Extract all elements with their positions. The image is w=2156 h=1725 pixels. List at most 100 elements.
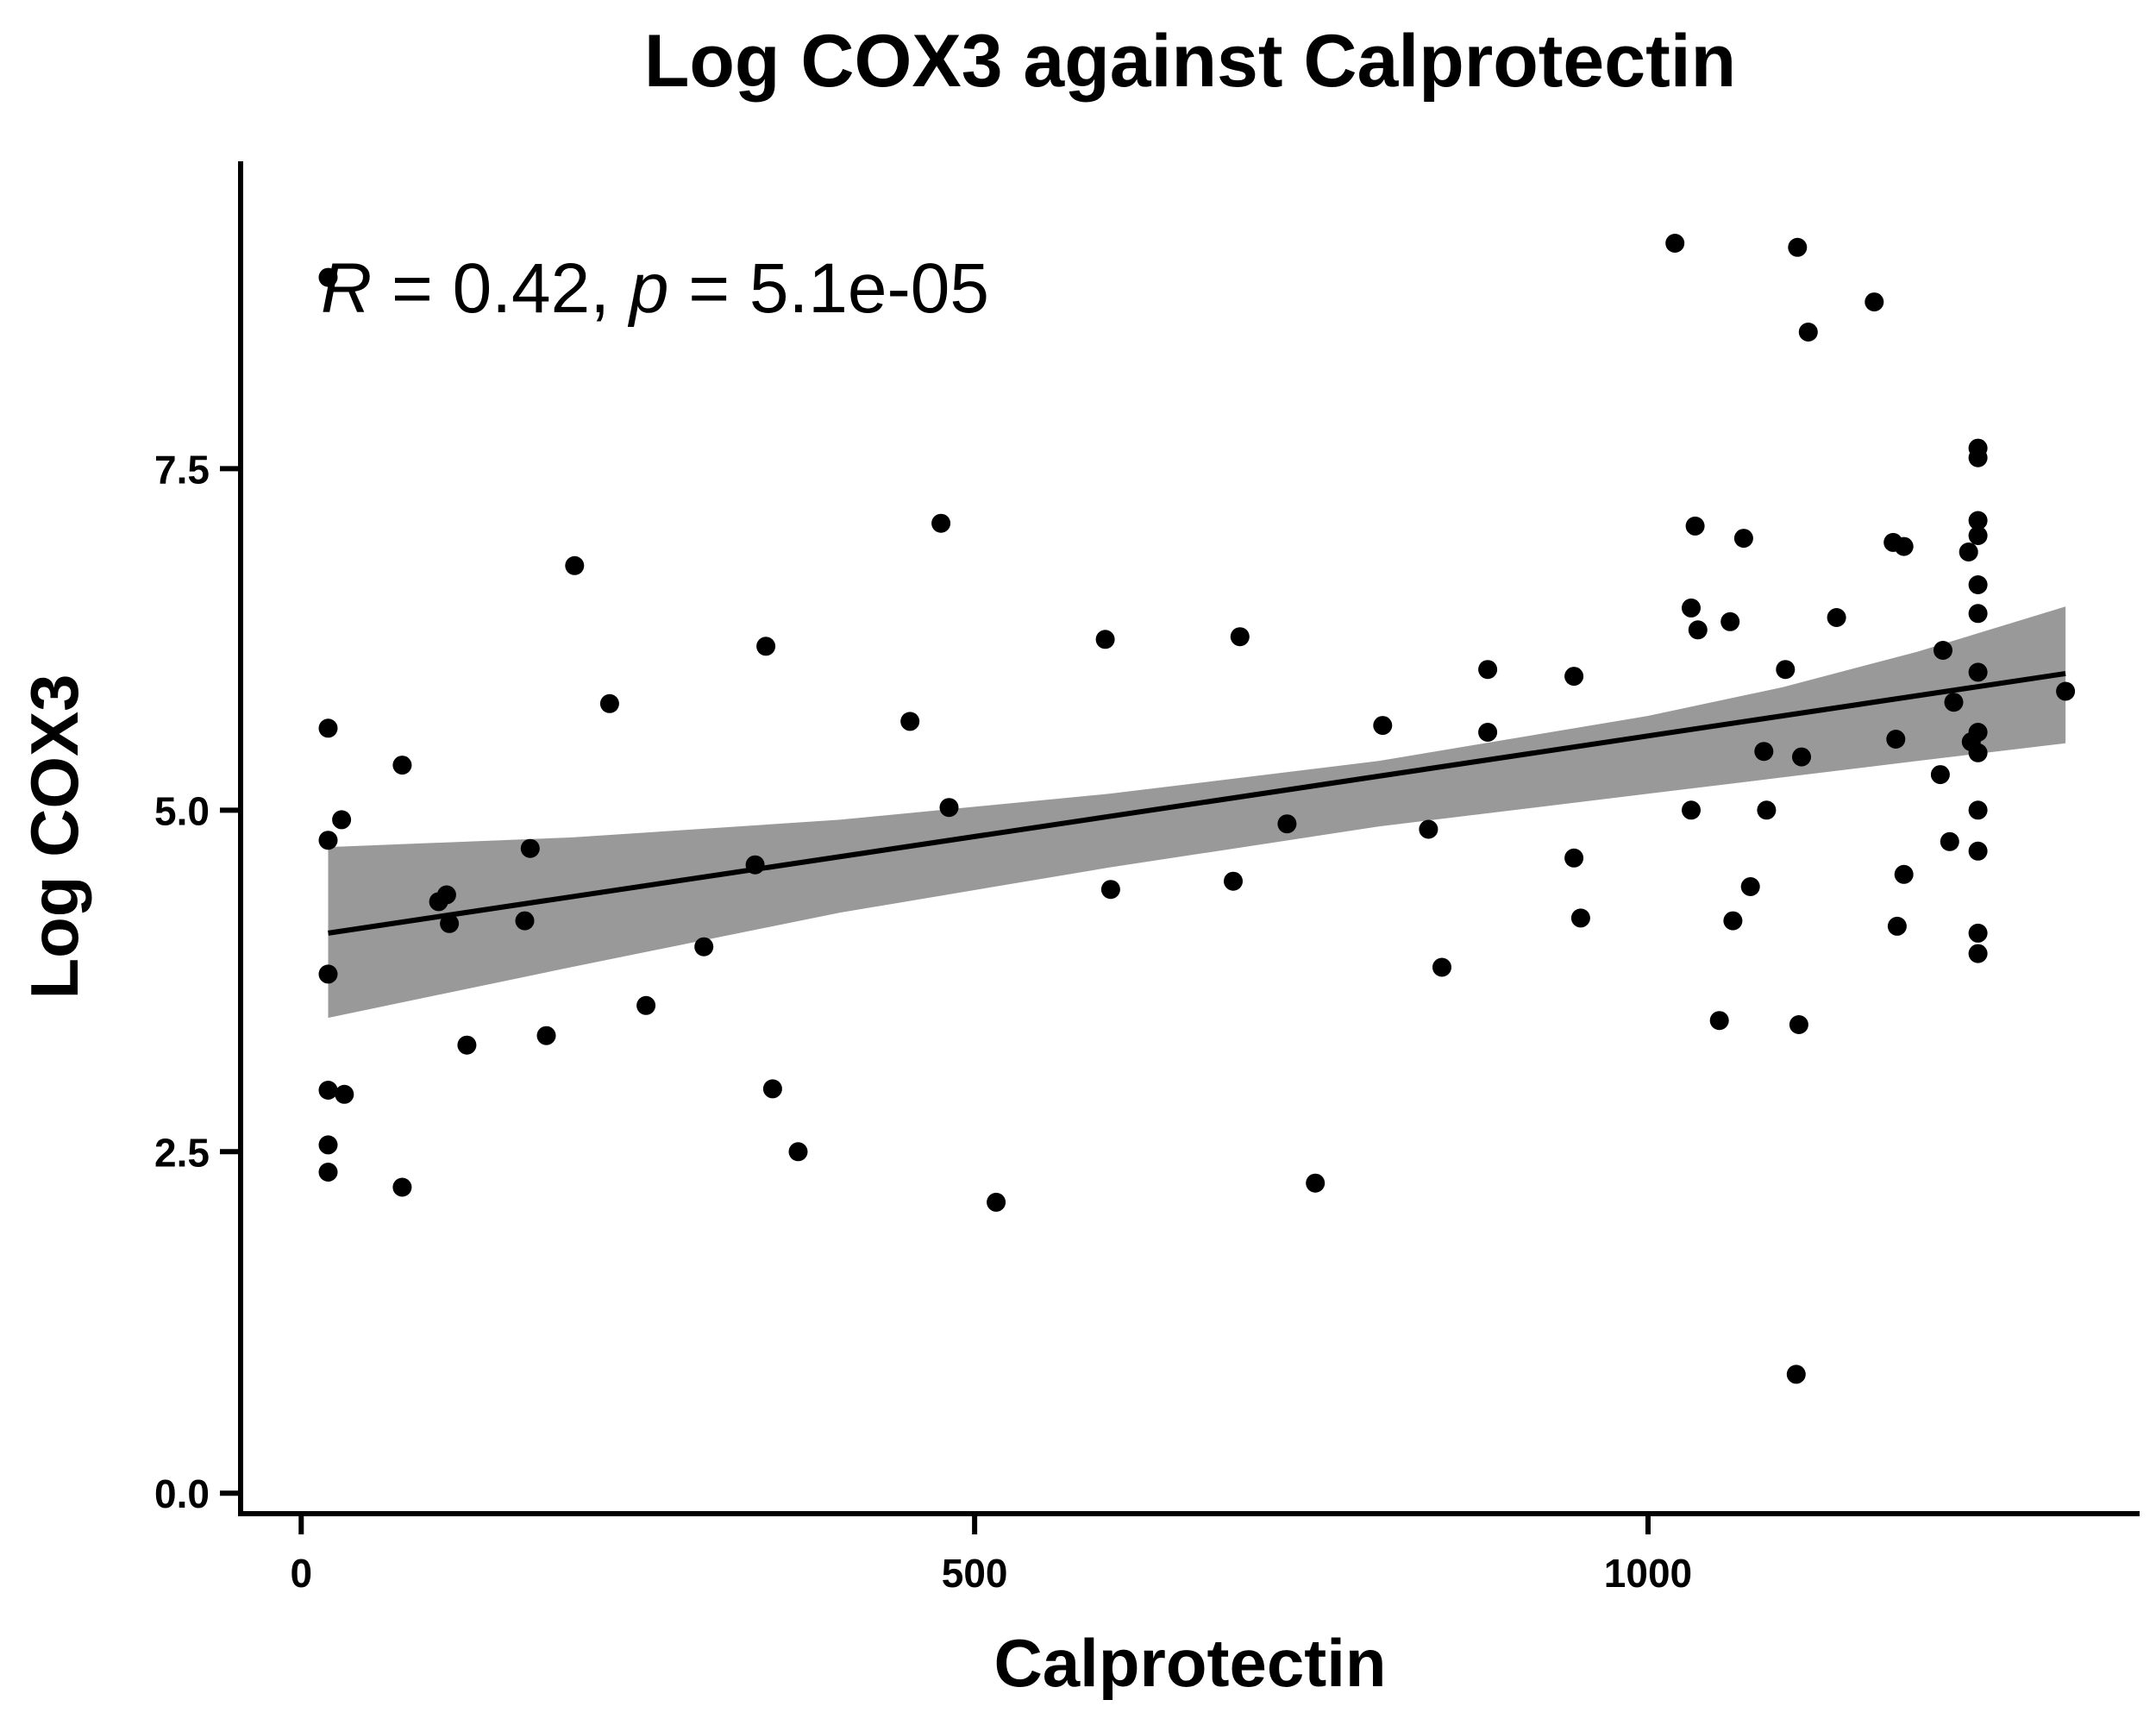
- y-axis-label: Log COX3: [16, 674, 92, 999]
- data-point: [1100, 880, 1120, 900]
- x-axis-ticks: 0 500 1000: [290, 1514, 1692, 1596]
- data-point: [1968, 662, 1988, 682]
- data-point: [1968, 743, 1988, 762]
- data-point: [1968, 526, 1988, 545]
- data-point: [599, 693, 619, 713]
- data-point: [1968, 800, 1988, 820]
- data-point: [1682, 800, 1701, 820]
- data-point: [1968, 841, 1988, 861]
- data-point: [1886, 730, 1906, 749]
- data-point: [1665, 234, 1685, 253]
- y-axis-ticks: 0.0 2.5 5.0 7.5: [154, 447, 241, 1516]
- data-point: [1968, 923, 1988, 943]
- data-point: [939, 798, 959, 818]
- confidence-band-layer: [328, 606, 2066, 1019]
- data-point: [1682, 598, 1701, 618]
- data-point: [788, 1142, 808, 1162]
- y-tick-label: 5.0: [154, 788, 210, 833]
- confidence-band: [328, 606, 2066, 1019]
- data-point: [1570, 908, 1590, 928]
- data-point: [1934, 641, 1952, 660]
- data-points: [318, 234, 2076, 1384]
- data-point: [1968, 944, 1988, 963]
- data-point: [1564, 848, 1584, 868]
- data-point: [436, 885, 456, 905]
- data-point: [318, 267, 338, 287]
- x-tick-label: 1000: [1604, 1551, 1692, 1596]
- data-point: [1894, 536, 1914, 556]
- data-point: [1720, 612, 1740, 631]
- r-value: = 0.42,: [372, 249, 630, 328]
- data-point: [1230, 627, 1250, 647]
- data-point: [1789, 1015, 1808, 1034]
- data-point: [1564, 667, 1584, 687]
- data-point: [900, 712, 920, 731]
- data-point: [1776, 660, 1796, 680]
- y-tick-label: 7.5: [154, 447, 210, 492]
- data-point: [1786, 1364, 1806, 1384]
- p-value: = 5.1e-05: [668, 249, 989, 328]
- x-tick-label: 0: [290, 1551, 312, 1596]
- data-point: [756, 637, 776, 656]
- data-point: [694, 937, 714, 957]
- data-point: [1709, 1011, 1729, 1031]
- data-point: [1968, 511, 1988, 530]
- data-point: [1968, 448, 1988, 467]
- data-point: [1373, 716, 1393, 736]
- data-point: [318, 1163, 338, 1182]
- x-axis-label: Calprotectin: [993, 1625, 1386, 1701]
- data-point: [515, 911, 535, 931]
- data-point: [1788, 237, 1808, 257]
- data-point: [987, 1192, 1006, 1212]
- data-point: [332, 810, 352, 830]
- data-point: [1419, 819, 1438, 839]
- data-point: [1733, 529, 1753, 549]
- regression-line: [328, 670, 2066, 936]
- data-point: [1754, 742, 1774, 762]
- data-point: [1432, 957, 1451, 977]
- data-point: [1685, 516, 1705, 536]
- data-point: [1757, 800, 1777, 820]
- data-point: [1688, 620, 1708, 640]
- data-point: [1894, 864, 1914, 884]
- data-point: [1959, 543, 1978, 561]
- data-point: [1792, 747, 1811, 767]
- data-point: [1478, 660, 1498, 680]
- data-point: [440, 913, 460, 933]
- chart-title: Log COX3 against Calprotectin: [644, 20, 1736, 103]
- data-point: [1940, 831, 1959, 851]
- data-point: [520, 838, 540, 858]
- y-tick-label: 2.5: [154, 1130, 210, 1175]
- data-point: [762, 1079, 782, 1099]
- x-tick-label: 500: [942, 1551, 1008, 1596]
- data-point: [1306, 1173, 1326, 1193]
- data-point: [565, 555, 585, 575]
- r-symbol: R: [321, 249, 372, 328]
- data-point: [1827, 608, 1846, 627]
- data-point: [1887, 916, 1907, 936]
- data-point: [1968, 575, 1988, 594]
- data-point: [931, 513, 951, 533]
- data-point: [1740, 877, 1760, 896]
- correlation-annotation: R = 0.42, p = 5.1e-05: [321, 249, 989, 328]
- data-point: [318, 1081, 338, 1100]
- data-point: [2056, 681, 2076, 701]
- data-point: [1944, 693, 1964, 712]
- data-point: [392, 756, 412, 775]
- p-symbol: p: [627, 249, 669, 328]
- data-point: [1478, 723, 1498, 742]
- data-point: [1277, 814, 1297, 834]
- data-point: [335, 1084, 354, 1104]
- data-point: [318, 831, 338, 850]
- data-point: [536, 1026, 556, 1045]
- data-point: [1968, 723, 1988, 742]
- data-point: [636, 995, 656, 1015]
- data-point: [318, 964, 338, 984]
- y-tick-label: 0.0: [154, 1471, 210, 1516]
- data-point: [1095, 630, 1115, 649]
- data-point: [1224, 871, 1243, 891]
- data-point: [318, 1135, 338, 1155]
- data-point: [1930, 765, 1950, 785]
- data-point: [318, 718, 338, 738]
